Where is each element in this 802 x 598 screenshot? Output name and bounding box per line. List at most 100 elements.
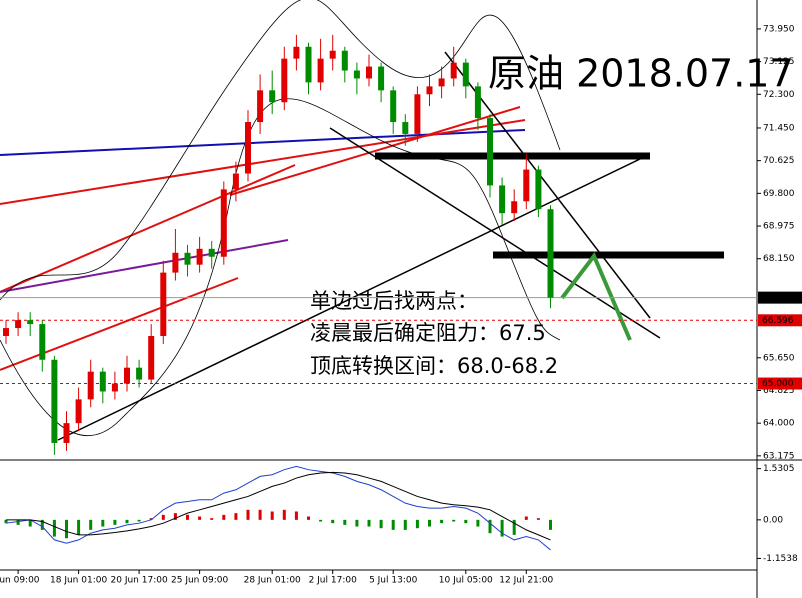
candle-body xyxy=(293,46,300,59)
macd-bar xyxy=(391,519,395,530)
macd-bar xyxy=(125,519,129,524)
candle-body xyxy=(148,335,155,380)
macd-bar xyxy=(149,518,153,520)
macd-bar xyxy=(452,519,456,522)
macd-bar xyxy=(161,514,165,520)
price-label-box xyxy=(758,314,802,327)
candle-body xyxy=(353,70,360,79)
candle-body xyxy=(535,169,542,210)
candle-body xyxy=(511,201,518,214)
price-label: 67.168 xyxy=(762,293,794,303)
candle-body xyxy=(487,118,493,186)
candle-body xyxy=(341,50,348,71)
macd-line xyxy=(6,471,551,541)
candle-body xyxy=(39,324,46,360)
candle-body xyxy=(99,371,106,392)
macd-bar xyxy=(210,518,214,520)
macd-bar xyxy=(234,513,238,520)
macd-line xyxy=(5,465,551,551)
candle-body xyxy=(281,58,288,103)
candle-body xyxy=(462,62,469,87)
macd-bar xyxy=(524,516,528,520)
candle-body xyxy=(305,46,312,83)
macd-bar xyxy=(415,519,419,529)
candle-body xyxy=(51,359,58,443)
macd-bar xyxy=(367,519,371,527)
macd-bar xyxy=(4,519,8,524)
x-tick-label: 18 Jun 01:00 xyxy=(50,576,107,586)
chart-title: 原油 2018.07.17 xyxy=(488,52,794,96)
candle-body xyxy=(196,248,203,265)
macd-tick-label: -1.1538 xyxy=(763,554,798,564)
macd-bar xyxy=(403,519,407,530)
macd-bar xyxy=(307,516,310,520)
macd-bar xyxy=(270,511,274,520)
candle-body xyxy=(390,90,397,123)
macd-bar xyxy=(379,519,383,529)
candle-body xyxy=(474,86,481,119)
macd-bar xyxy=(198,516,202,520)
macd-bar xyxy=(440,519,444,524)
macd-bar xyxy=(137,519,141,522)
macd-bar xyxy=(343,519,347,525)
y-tick-label: 73.125 xyxy=(763,57,795,67)
macd-bar xyxy=(258,509,262,520)
y-tick-label: 65.650 xyxy=(763,353,795,363)
macd-tick-label: 0.00 xyxy=(763,515,783,525)
candle-body xyxy=(208,248,215,257)
candle-body xyxy=(3,328,9,336)
candle-body xyxy=(257,90,264,123)
y-tick-label: 63.175 xyxy=(763,451,795,461)
candle-body xyxy=(75,399,82,424)
y-tick-label: 73.950 xyxy=(763,24,795,34)
macd-tick-label: 1.5305 xyxy=(763,464,795,474)
macd-bar xyxy=(355,519,359,527)
candle-body xyxy=(523,169,530,202)
macd-bar xyxy=(173,513,177,520)
candle-body xyxy=(136,367,143,380)
x-tick-label: 28 Jun 01:00 xyxy=(244,576,301,586)
candle-body xyxy=(366,66,372,79)
y-tick-label: 70.625 xyxy=(763,156,795,166)
macd-bar xyxy=(16,519,20,525)
macd-bar xyxy=(65,519,68,539)
candle-body xyxy=(547,209,554,298)
y-tick-label: 68.975 xyxy=(763,222,795,232)
macd-bar xyxy=(101,519,105,527)
macd-bar xyxy=(294,511,298,520)
x-tick-label: 10 Jul 05:00 xyxy=(439,576,493,586)
candle-body xyxy=(426,86,433,95)
candle-body xyxy=(414,94,421,134)
candle-body xyxy=(220,189,227,257)
x-tick-label: Jun 09:00 xyxy=(0,576,40,586)
x-tick-label: 20 Jun 17:00 xyxy=(111,576,168,586)
candle-body xyxy=(87,371,94,400)
macd-bar xyxy=(512,519,516,535)
macd-bar xyxy=(28,519,32,527)
price-label-box xyxy=(758,377,802,390)
macd-bar xyxy=(89,519,93,530)
macd-bar xyxy=(246,509,250,520)
price-label-box xyxy=(758,291,802,304)
macd-bar xyxy=(428,519,431,527)
macd-bar xyxy=(488,519,492,534)
macd-bar xyxy=(113,519,117,525)
y-tick-label: 64.825 xyxy=(763,386,795,396)
candle-body xyxy=(27,320,34,325)
y-tick-label: 64.000 xyxy=(763,419,795,429)
price-label: 66.596 xyxy=(762,316,794,326)
candle-body xyxy=(15,320,22,329)
macd-bar xyxy=(77,519,81,535)
candle-body xyxy=(63,423,70,443)
candle-body xyxy=(245,122,251,174)
candle-body xyxy=(269,90,276,103)
candle-body xyxy=(160,272,167,336)
macd-bar xyxy=(282,509,286,520)
candle-body xyxy=(232,173,239,190)
candle-body xyxy=(124,367,130,384)
y-tick-label: 68.150 xyxy=(763,254,795,264)
annotation: 凌晨最后确定阻力：67.5 xyxy=(310,321,546,345)
macd-bar xyxy=(331,519,335,524)
